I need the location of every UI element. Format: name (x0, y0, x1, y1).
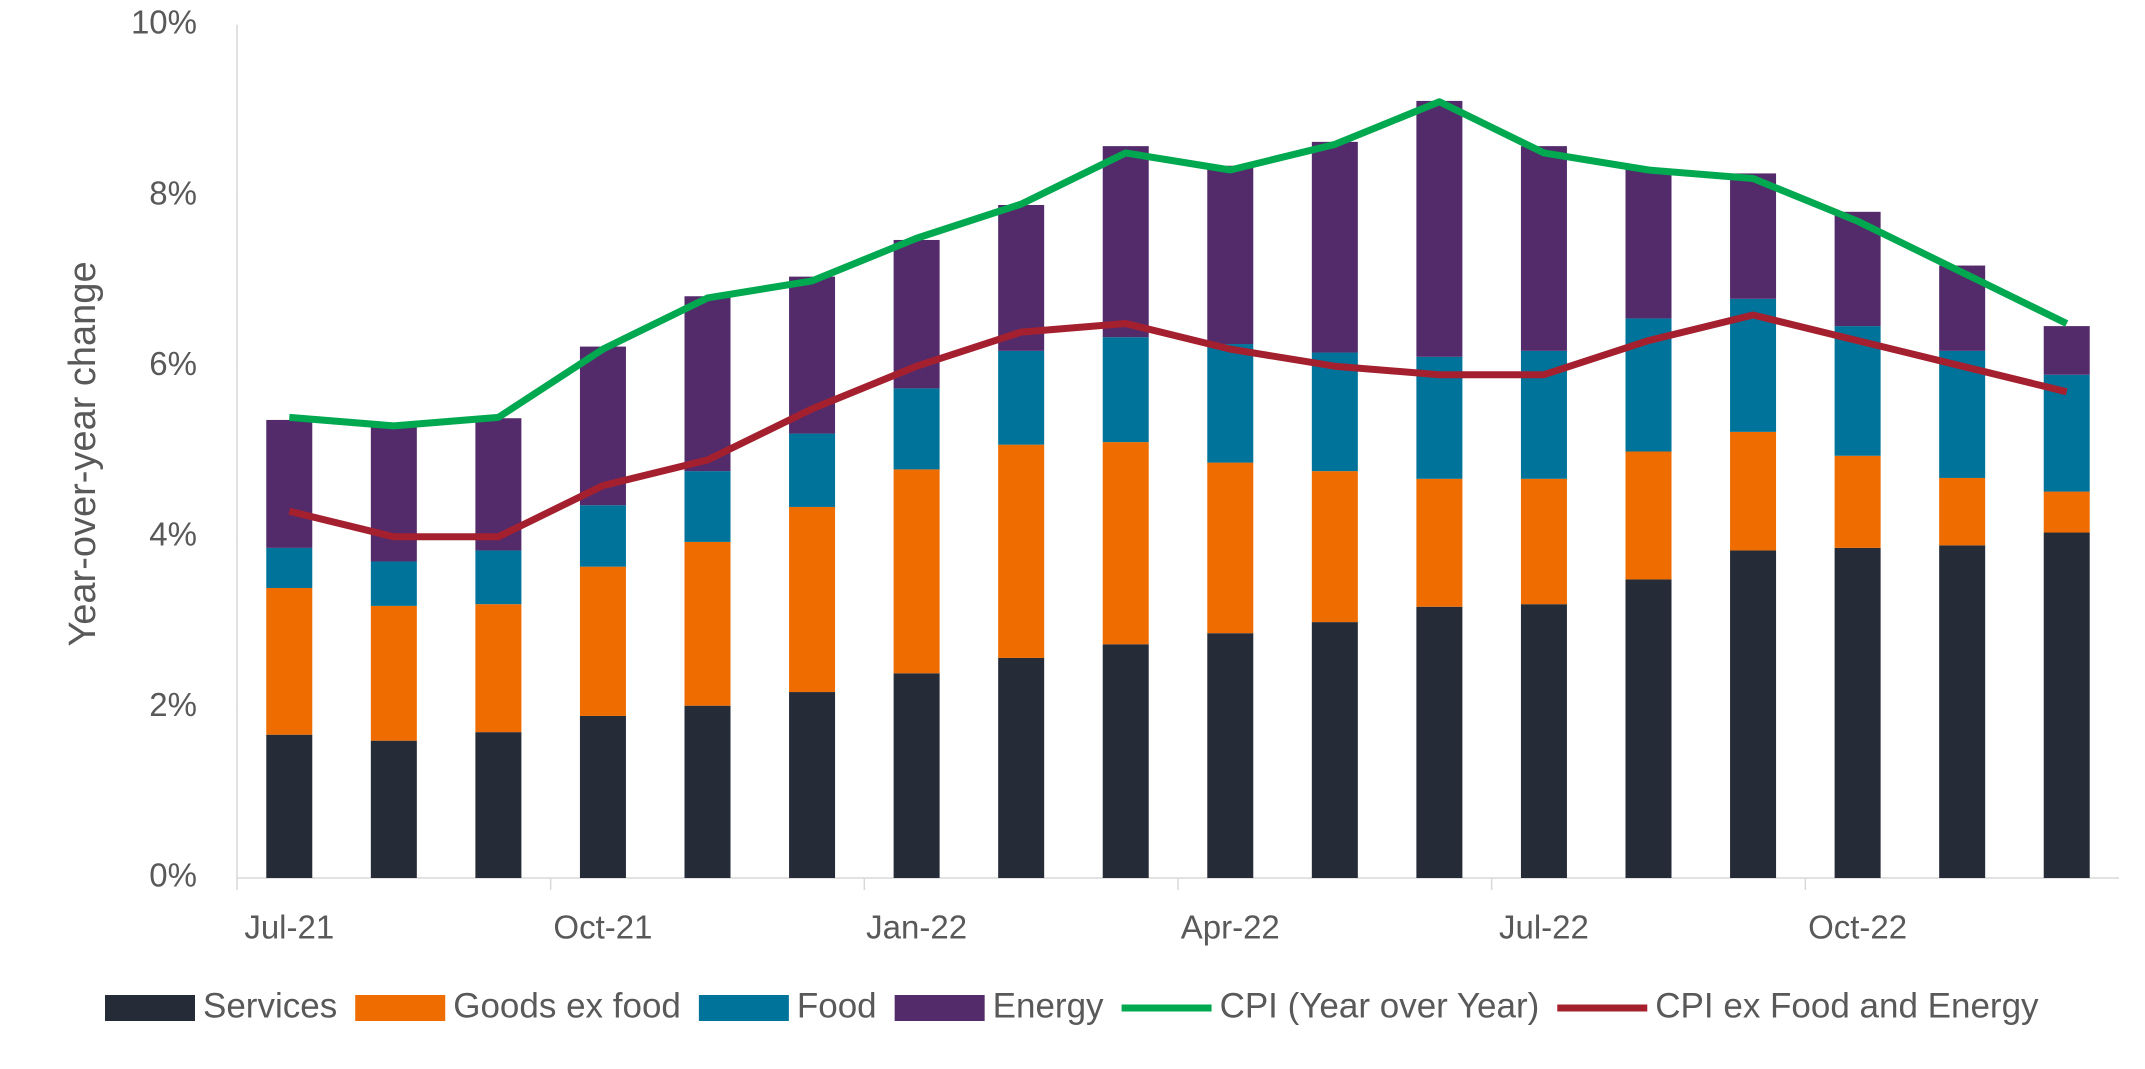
y-tick-label: 8% (149, 174, 197, 211)
line-series (288, 311, 2068, 541)
legend-label: CPI ex Food and Energy (1655, 986, 2039, 1025)
bar-segment (1416, 100, 1463, 357)
bar-segment (684, 296, 731, 472)
bar-segment (1939, 545, 1986, 878)
bar-segment (1730, 431, 1777, 551)
bar-segment (789, 433, 836, 507)
legend-label: CPI (Year over Year) (1220, 986, 1540, 1025)
y-axis-title: Year-over-year change (62, 261, 104, 646)
bar-segment (370, 426, 417, 562)
bar-segment (1834, 547, 1881, 878)
legend-swatch (105, 995, 195, 1021)
bar-segment (1834, 455, 1881, 548)
bar-segment (579, 505, 626, 567)
bar-segment (684, 541, 731, 706)
legend-label: Energy (993, 986, 1104, 1025)
bar-segment (1102, 146, 1149, 338)
bar-segment (1311, 352, 1358, 472)
line-series (288, 98, 2069, 430)
bar-segment (2043, 374, 2090, 492)
bar-segment (370, 740, 417, 878)
bar-segment (2043, 532, 2090, 878)
x-tick-label: Oct-21 (553, 909, 652, 946)
x-tick-label: Jul-21 (244, 909, 334, 946)
bar-segment (1625, 579, 1672, 878)
y-tick-label: 2% (149, 686, 197, 723)
bar-segment (370, 561, 417, 606)
bar-segment (2043, 326, 2090, 375)
bar-segment (1520, 604, 1567, 878)
legend-label: Goods ex food (453, 986, 681, 1025)
bar-segment (579, 715, 626, 878)
bar-segment (1939, 477, 1986, 546)
x-tick-label: Jan-22 (866, 909, 967, 946)
bar-segment (1625, 169, 1672, 319)
legend-swatch (355, 995, 446, 1021)
bar-segment (475, 550, 522, 605)
bar-segment (1207, 462, 1254, 634)
bar-segment (893, 673, 940, 878)
bar-segment (1207, 165, 1254, 345)
bar-segment (1625, 451, 1672, 580)
legend-label: Food (797, 986, 877, 1025)
bar-segment (1207, 633, 1254, 878)
bar-segment (1102, 442, 1149, 645)
bar-segment (1102, 644, 1149, 878)
bar-segment (893, 469, 940, 674)
bar-segment (1311, 471, 1358, 623)
bar-segment (789, 692, 836, 878)
x-tick-label: Jul-22 (1499, 909, 1589, 946)
bar-segment (998, 657, 1045, 878)
legend-label: Services (203, 986, 337, 1025)
bar-segment (2043, 491, 2090, 533)
bar-segment (475, 732, 522, 878)
bar-segment (579, 566, 626, 716)
bar-segment (370, 605, 417, 741)
x-tick-label: Apr-22 (1181, 909, 1280, 946)
x-tick-label: Oct-22 (1808, 909, 1907, 946)
bar-segment (1520, 146, 1567, 351)
bar-segment (266, 547, 313, 588)
bar-segment (1520, 478, 1567, 605)
bar-segment (266, 587, 313, 735)
bar-segment (684, 471, 731, 542)
bar-segment (1207, 344, 1254, 463)
bar-segment (789, 506, 836, 693)
y-tick-label: 4% (149, 516, 197, 553)
legend-swatch (894, 995, 985, 1021)
legend-swatch (698, 995, 789, 1021)
bar-segment (1102, 337, 1149, 443)
bar-segment (1730, 173, 1777, 299)
bar-segment (1730, 550, 1777, 878)
bar-segment (998, 204, 1045, 351)
bar-segment (1311, 141, 1358, 353)
bar-segment (1311, 622, 1358, 878)
bar-segment (893, 388, 940, 470)
y-tick-label: 10% (131, 4, 197, 41)
bar-segment (266, 419, 313, 548)
bar-segment (475, 604, 522, 733)
bar-segment (998, 444, 1045, 658)
bar-segment (266, 734, 313, 878)
y-tick-label: 0% (149, 857, 197, 894)
bar-segment (1416, 478, 1463, 607)
bar-segment (998, 350, 1045, 445)
bar-segment (1416, 606, 1463, 878)
y-tick-label: 6% (149, 345, 197, 382)
bar-segment (684, 705, 731, 878)
